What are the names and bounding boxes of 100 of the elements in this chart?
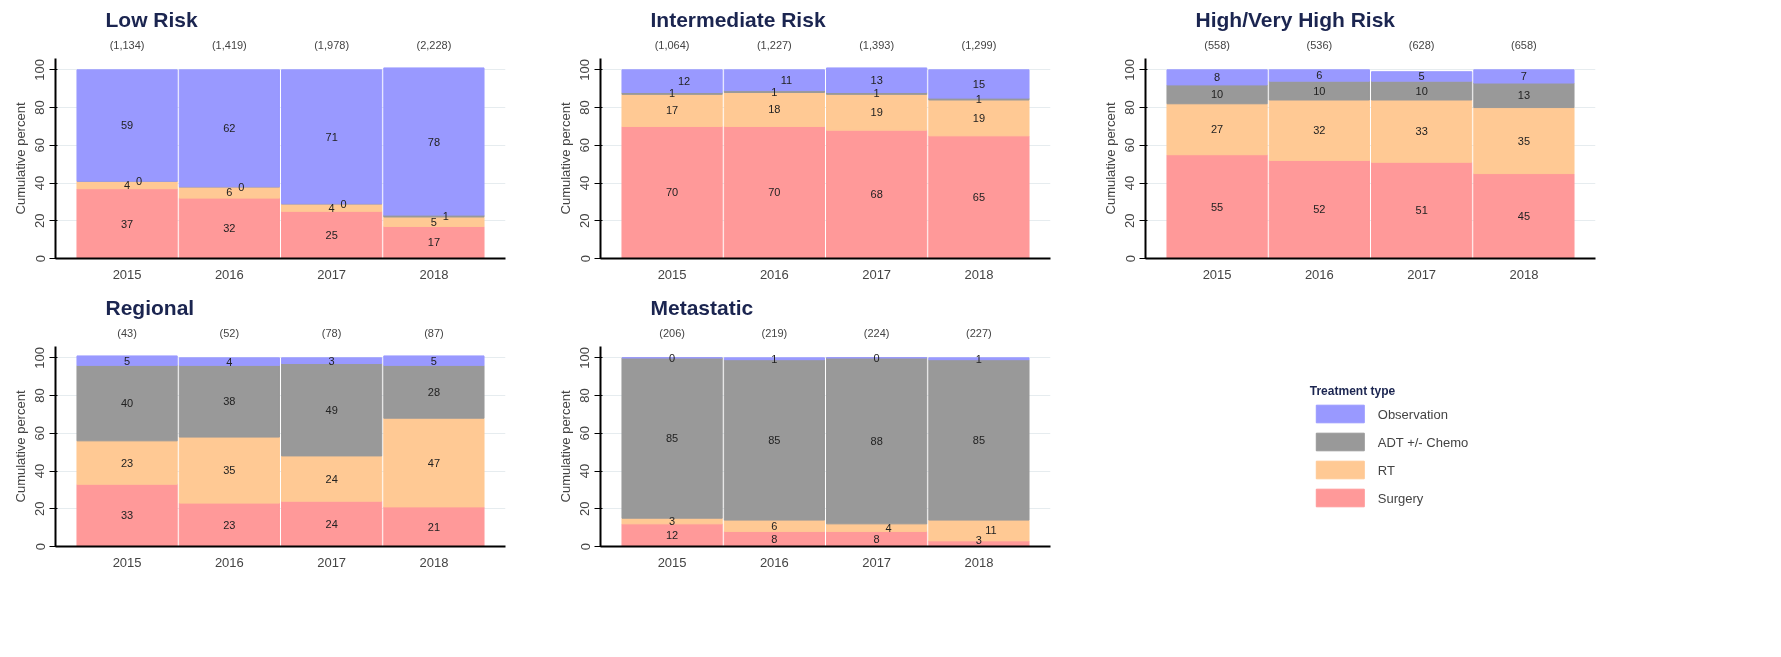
data-label: 7 — [1520, 70, 1527, 83]
data-label: 12 — [677, 75, 691, 88]
data-label: 33 — [120, 509, 134, 522]
y-tick-label: 100 — [577, 58, 593, 81]
data-label: 71 — [325, 130, 338, 143]
data-label: 85 — [768, 433, 781, 446]
x-tick-label: 2018 — [964, 554, 994, 570]
y-tick-label: 20 — [32, 213, 48, 228]
x-tick-label: 2017 — [862, 266, 892, 282]
text: (219) — [761, 326, 788, 339]
data-label: 78 — [427, 135, 441, 148]
y-tick-label: 100 — [577, 346, 593, 369]
data-label: 52 — [1313, 203, 1326, 216]
data-label: 0 — [238, 180, 245, 193]
data-label: 1 — [442, 210, 449, 223]
y-axis-title: Cumulative percent — [557, 390, 573, 503]
data-label: 27 — [1210, 123, 1224, 136]
data-label: 25 — [325, 228, 338, 241]
x-tick-label: 2015 — [112, 266, 142, 282]
data-label: 32 — [223, 222, 236, 235]
data-label: 8 — [873, 532, 880, 545]
x-tick-label: 2016 — [214, 554, 244, 570]
data-label: 35 — [223, 464, 236, 477]
data-label: 8 — [771, 532, 778, 545]
x-tick-label: 2015 — [657, 266, 687, 282]
chart-title: Regional — [105, 295, 195, 319]
text: (1,393) — [859, 38, 895, 51]
text: (43) — [117, 326, 137, 339]
data-label: 51 — [1415, 204, 1428, 217]
y-tick-label: 0 — [32, 254, 48, 263]
y-axis-title: Cumulative percent — [12, 102, 28, 215]
y-tick-label: 0 — [577, 254, 593, 263]
y-tick-label: 80 — [577, 100, 593, 115]
x-tick-label: 2017 — [1407, 266, 1437, 282]
data-label: 3 — [975, 534, 982, 546]
data-label: 49 — [325, 403, 338, 416]
data-label: 12 — [665, 529, 679, 542]
data-label: 0 — [669, 351, 676, 364]
data-label: 1 — [975, 352, 982, 365]
y-tick-label: 20 — [577, 501, 593, 516]
data-label: 19 — [972, 111, 986, 124]
text: (1,419) — [211, 38, 247, 51]
text: (206) — [659, 326, 685, 339]
x-tick-label: 2017 — [317, 554, 347, 570]
data-label: 3 — [328, 354, 335, 367]
x-tick-label: 2018 — [419, 266, 449, 282]
legend-label: Observation — [1377, 406, 1448, 421]
legend-label: Surgery — [1377, 490, 1424, 505]
data-label: 4 — [885, 521, 892, 534]
data-label: 18 — [768, 103, 781, 116]
data-label: 1 — [771, 85, 778, 98]
y-tick-label: 40 — [1122, 175, 1138, 191]
data-label: 85 — [972, 433, 986, 446]
data-label: 5 — [430, 215, 437, 228]
data-label: 10 — [1313, 84, 1326, 97]
data-label: 35 — [1517, 134, 1531, 147]
y-tick-label: 20 — [577, 213, 593, 228]
y-tick-label: 20 — [1122, 213, 1138, 228]
x-tick-label: 2016 — [759, 554, 789, 570]
data-label: 0 — [873, 351, 880, 364]
data-label: 1 — [873, 87, 880, 100]
data-label: 24 — [325, 517, 338, 530]
text: (1,978) — [314, 38, 350, 51]
y-tick-label: 60 — [32, 138, 48, 153]
y-tick-label: 80 — [32, 388, 48, 403]
data-label: 45 — [1517, 210, 1531, 223]
y-tick-label: 40 — [32, 463, 48, 479]
y-axis-title: Cumulative percent — [1102, 102, 1118, 215]
y-tick-label: 0 — [32, 542, 48, 551]
data-label: 5 — [124, 354, 131, 367]
x-tick-label: 2018 — [964, 266, 994, 282]
x-tick-label: 2018 — [1509, 266, 1539, 282]
data-label: 40 — [120, 397, 134, 410]
data-label: 88 — [870, 434, 883, 447]
chart-title: Low Risk — [105, 7, 198, 31]
y-tick-label: 100 — [1122, 58, 1138, 81]
text: (224) — [863, 326, 890, 339]
x-tick-label: 2016 — [759, 266, 789, 282]
x-tick-label: 2015 — [657, 554, 687, 570]
data-label: 19 — [870, 106, 883, 119]
x-tick-label: 2016 — [214, 266, 244, 282]
data-label: 37 — [120, 217, 134, 230]
data-label: 59 — [120, 119, 134, 132]
data-label: 21 — [427, 520, 441, 533]
y-tick-label: 100 — [32, 58, 48, 81]
data-label: 15 — [972, 77, 986, 90]
data-label: 68 — [870, 188, 883, 201]
y-tick-label: 80 — [1122, 100, 1138, 115]
text: (628) — [1408, 38, 1435, 51]
y-tick-label: 20 — [32, 501, 48, 516]
text: (558) — [1204, 38, 1230, 51]
x-tick-label: 2016 — [1304, 266, 1334, 282]
data-label: 5 — [1418, 70, 1425, 83]
y-tick-label: 60 — [577, 138, 593, 153]
data-label: 4 — [226, 355, 233, 368]
data-label: 13 — [870, 74, 883, 87]
y-axis-title: Cumulative percent — [557, 102, 573, 215]
data-label: 10 — [1415, 84, 1428, 97]
y-tick-label: 0 — [1122, 254, 1138, 263]
text: (78) — [321, 326, 342, 339]
